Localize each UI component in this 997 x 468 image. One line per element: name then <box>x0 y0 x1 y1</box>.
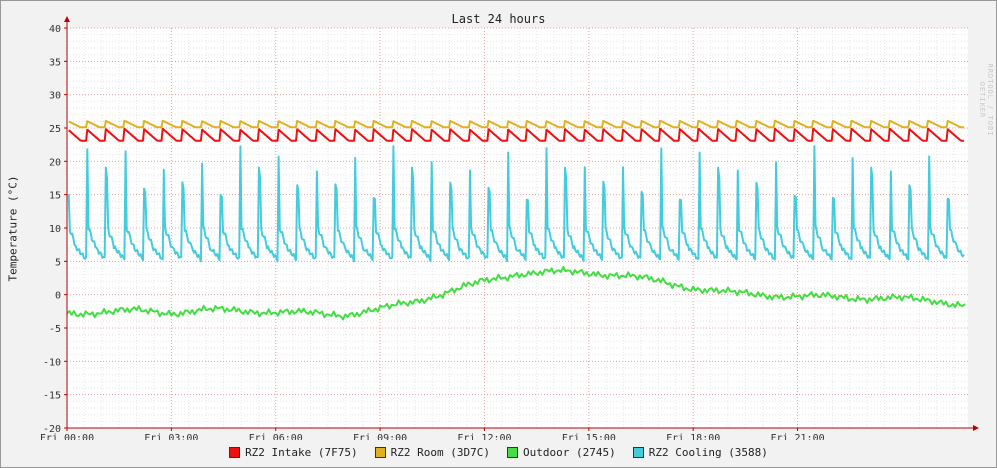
series-lines <box>66 119 966 321</box>
legend-item: RZ2 Cooling (3588) <box>632 446 768 459</box>
y-axis-arrow <box>64 16 70 22</box>
x-tick-label: Fri 00:00 <box>40 433 94 440</box>
y-tick-label: -5 <box>49 324 61 335</box>
legend-item: RZ2 Intake (7F75) <box>229 446 358 459</box>
y-tick-label: -20 <box>43 424 61 435</box>
x-tick-label: Fri 03:00 <box>144 433 198 440</box>
y-tick-label: 5 <box>55 257 61 268</box>
legend: RZ2 Intake (7F75) RZ2 Room (3D7C) Outdoor … <box>0 446 997 459</box>
x-tick-label: Fri 15:00 <box>562 433 616 440</box>
x-axis-arrow <box>973 425 979 431</box>
legend-swatch <box>632 447 644 458</box>
y-tick-label: 0 <box>55 291 61 302</box>
y-tick-label: 40 <box>49 24 61 35</box>
series-line-0 <box>68 127 964 142</box>
x-tick-labels: Fri 00:00 Fri 03:00 Fri 06:00 Fri 09:00 Fri … <box>40 433 825 440</box>
x-tick-label: Fri 06:00 <box>249 433 303 440</box>
y-tick-label: 35 <box>49 57 61 68</box>
legend-label: Outdoor (2745) <box>523 446 616 459</box>
x-tick-label: Fri 09:00 <box>353 433 407 440</box>
chart-title: Last 24 hours <box>451 12 546 26</box>
legend-swatch <box>507 447 518 458</box>
y-tick-label: 30 <box>49 91 61 102</box>
series-line-2 <box>66 266 966 321</box>
y-tick-label: 25 <box>49 124 61 135</box>
legend-swatch <box>229 447 241 458</box>
legend-label: RZ2 Room (3D7C) <box>390 446 490 459</box>
x-tick-label: Fri 18:00 <box>666 433 720 440</box>
y-tick-label: -10 <box>43 357 61 368</box>
legend-label: RZ2 Intake (7F75) <box>245 446 358 459</box>
y-tick-labels: 40 35 30 25 20 15 10 5 0 -5 -10 -15 -20 <box>43 24 61 435</box>
series-line-3 <box>67 145 965 263</box>
x-tick-label: Fri 12:00 <box>457 433 511 440</box>
legend-item: Outdoor (2745) <box>507 446 616 459</box>
grid <box>64 27 968 431</box>
y-tick-label: -15 <box>43 391 61 402</box>
legend-item: RZ2 Room (3D7C) <box>374 446 490 459</box>
y-tick-label: 15 <box>49 191 61 202</box>
series-line-1 <box>68 119 964 129</box>
x-tick-label: Fri 21:00 <box>770 433 824 440</box>
y-tick-label: 20 <box>49 157 61 168</box>
legend-label: RZ2 Cooling (3588) <box>648 446 768 459</box>
legend-swatch <box>374 447 386 458</box>
y-tick-label: 10 <box>49 224 61 235</box>
axes <box>64 16 979 431</box>
